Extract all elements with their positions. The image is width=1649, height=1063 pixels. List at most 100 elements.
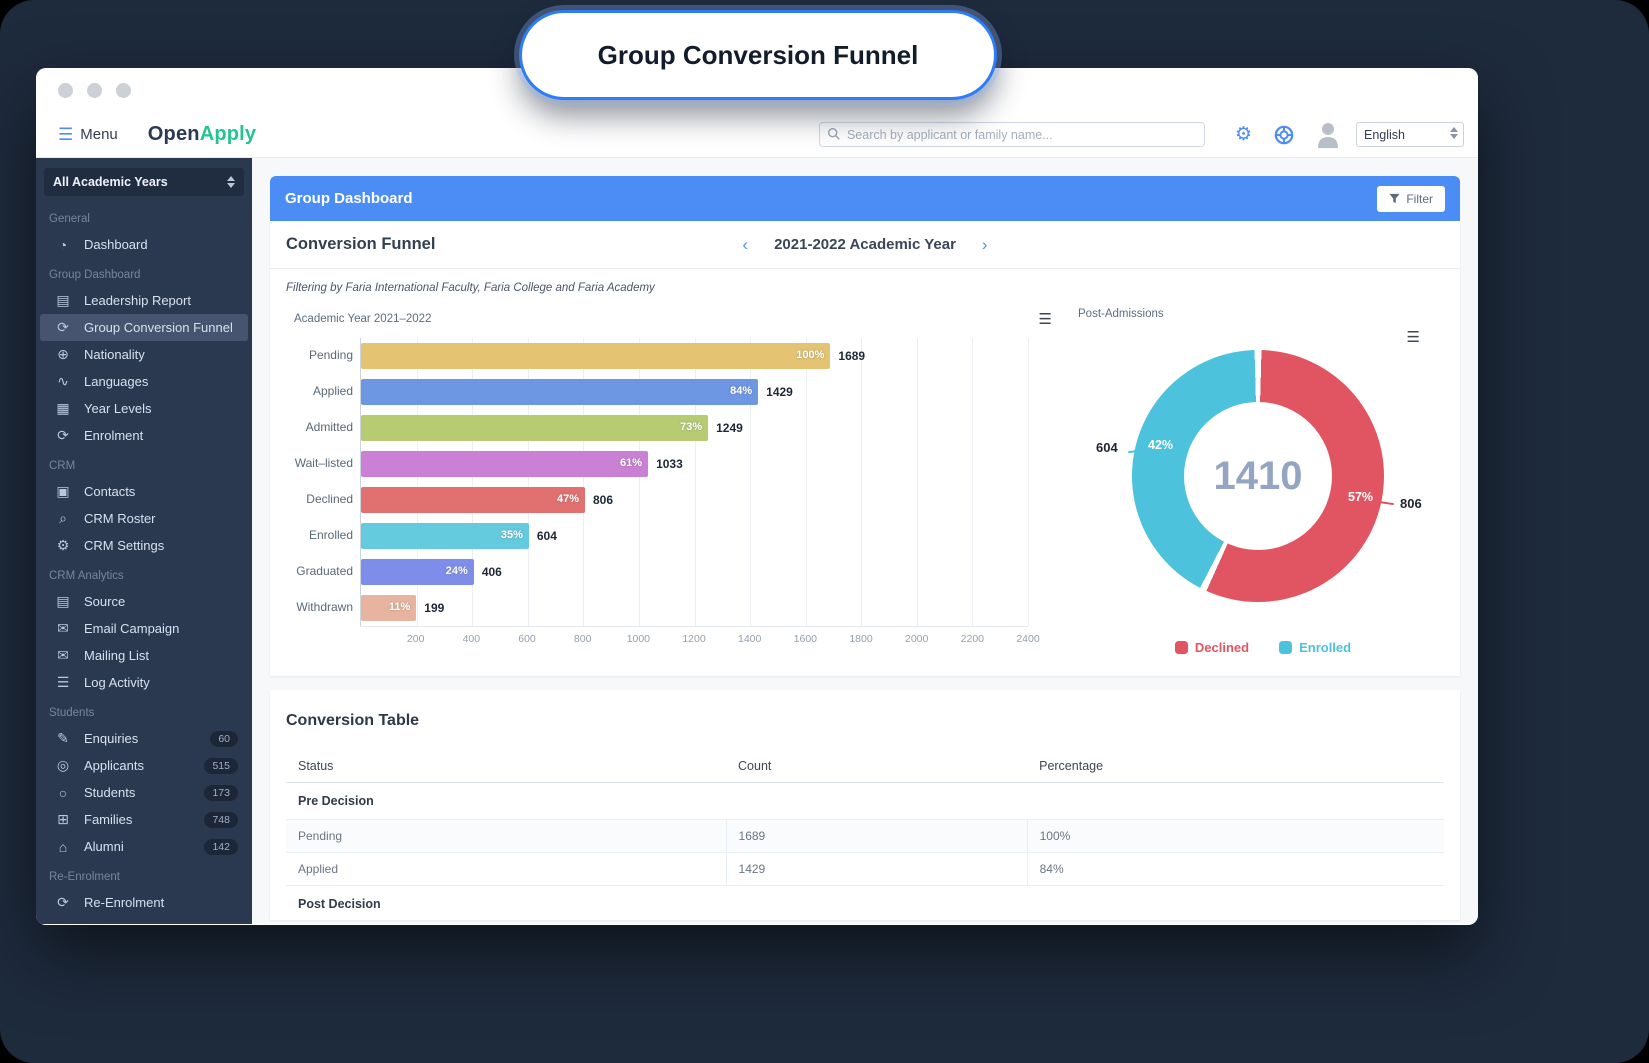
bar-percent-label: 47%: [556, 493, 579, 505]
enrolled-percent-label: 42%: [1148, 438, 1174, 452]
gridline: [972, 338, 974, 626]
legend-item-enrolled[interactable]: Enrolled: [1279, 640, 1351, 655]
sidebar-item-languages[interactable]: ∿ Languages: [40, 368, 248, 395]
bar-value-label: 199: [424, 601, 445, 615]
window-close-button[interactable]: [58, 82, 73, 98]
sidebar-item-label: Enquiries: [84, 731, 139, 746]
people-icon: ⊞: [57, 811, 69, 827]
donut-ring[interactable]: 1410: [1132, 350, 1384, 602]
floating-title-pill: Group Conversion Funnel: [519, 10, 997, 100]
declined-count-label: 806: [1400, 496, 1422, 511]
prev-year-chevron-icon[interactable]: ‹: [742, 235, 749, 254]
sidebar-item-label: Mailing List: [84, 648, 150, 663]
bar-segment[interactable]: 47%: [361, 487, 585, 513]
enrolled-count-label: 604: [1096, 440, 1118, 455]
sidebar-item-enquiries[interactable]: ✎ Enquiries 60: [40, 725, 248, 752]
menu-button[interactable]: ☰ Menu: [58, 126, 118, 143]
sidebar-item-label: Enrolment: [84, 428, 144, 443]
bar-segment[interactable]: 100%: [361, 343, 831, 369]
bar-x-axis: 200 400 600 800 1000 1200 1400 1600 1800 2000 2200…: [360, 626, 1040, 648]
column-header-status[interactable]: Status: [286, 750, 727, 783]
main-content: Group Dashboard Filter Conversion Funnel…: [252, 158, 1478, 924]
sidebar-item-log-activity[interactable]: ☰ Log Activity: [40, 669, 248, 696]
sidebar-item-dashboard[interactable]: ◔ Dashboard: [40, 231, 248, 258]
donut-chart-title: Post-Admissions: [1078, 308, 1164, 320]
user-avatar[interactable]: [1316, 121, 1340, 148]
gridline: [638, 338, 640, 626]
chart-menu-icon[interactable]: ☰: [1038, 310, 1052, 328]
bar-value-label: 1689: [838, 349, 866, 363]
bar-value-label: 406: [481, 565, 502, 579]
sidebar-item-year-levels[interactable]: ▦ Year Levels: [40, 395, 248, 422]
search-icon: [827, 127, 840, 140]
select-spinner-icon: [1450, 127, 1458, 139]
table-cell: Pending: [286, 819, 727, 853]
bar-row-enrolled: Enrolled 35% 604: [309, 518, 1028, 554]
window-minimize-button[interactable]: [87, 82, 102, 98]
bar-category-label: Wait–listed: [294, 456, 353, 470]
sidebar-item-families[interactable]: ⊞ Families 748: [40, 806, 248, 833]
sidebar-item-label: Re-Enrolment: [84, 895, 165, 910]
sidebar-item-label: Students: [84, 785, 136, 800]
bar-segment[interactable]: 73%: [361, 415, 709, 441]
sidebar-item-leadership-report[interactable]: ▤ Leadership Report: [40, 287, 248, 314]
gridline: [750, 338, 752, 626]
sidebar-item-crm-settings[interactable]: ⚙ CRM Settings: [40, 532, 248, 559]
sidebar-item-re-enrolment[interactable]: ⟳ Re-Enrolment: [40, 889, 248, 916]
openapply-logo[interactable]: OpenApply: [148, 123, 256, 146]
bar-segment[interactable]: 84%: [361, 379, 759, 405]
sidebar-section-label: CRM Analytics: [49, 570, 124, 582]
menu-label: Menu: [80, 126, 118, 143]
sidebar-item-group-conversion-funnel[interactable]: ⟳ Group Conversion Funnel: [40, 314, 248, 341]
column-header-count[interactable]: Count: [726, 750, 1028, 783]
gridline: [527, 338, 529, 626]
help-support-icon[interactable]: [1274, 125, 1294, 145]
sidebar-item-enrolment[interactable]: ⟳ Enrolment: [40, 422, 248, 449]
search-input[interactable]: [818, 122, 1205, 147]
settings-gear-icon[interactable]: ⚙: [1234, 124, 1252, 145]
chart-menu-icon[interactable]: ☰: [1406, 329, 1420, 346]
sidebar-item-alumni[interactable]: ⌂ Alumni 142: [40, 833, 248, 860]
bar-row-withdrawn: Withdrawn 11% 199: [296, 590, 1028, 626]
x-axis-tick: 2000: [904, 633, 929, 645]
bar-segment[interactable]: 61%: [361, 451, 649, 477]
page-title: Group Conversion Funnel: [597, 39, 919, 70]
table-header-row: Status Count Percentage: [286, 750, 1444, 783]
x-axis-tick: 800: [573, 633, 592, 645]
declined-percent-label: 57%: [1348, 490, 1374, 504]
envelope-icon: ✉: [57, 647, 69, 663]
table-group-row: Post Decision: [286, 886, 1444, 923]
sidebar-item-mailing-list[interactable]: ✉ Mailing List: [40, 642, 248, 669]
sidebar-item-crm-roster[interactable]: ⌕ CRM Roster: [40, 505, 248, 532]
sidebar-item-contacts[interactable]: ▣ Contacts: [40, 478, 248, 505]
legend-item-declined[interactable]: Declined: [1174, 640, 1249, 655]
table-group-row: Pre Decision: [286, 783, 1444, 820]
academic-year-selector[interactable]: All Academic Years: [44, 168, 244, 196]
filter-button[interactable]: Filter: [1377, 185, 1445, 212]
year-navigation: ‹ 2021-2022 Academic Year ›: [742, 236, 987, 253]
column-header-percentage[interactable]: Percentage: [1027, 750, 1444, 783]
sidebar-item-label: Alumni: [84, 839, 124, 854]
language-select[interactable]: English: [1356, 122, 1464, 147]
sidebar-item-email-campaign[interactable]: ✉ Email Campaign: [40, 615, 248, 642]
conversion-table-card: Conversion Table Status Count Percentage P…: [270, 690, 1460, 920]
bar-category-label: Withdrawn: [296, 600, 353, 614]
bar-segment[interactable]: 35%: [361, 523, 529, 549]
pencil-icon: ✎: [57, 730, 69, 746]
sidebar-item-students[interactable]: ○ Students 173: [40, 779, 248, 806]
funnel-bar-chart: Academic Year 2021–2022 ☰ Pending 100% 168…: [284, 308, 1056, 670]
report-icon: ▤: [56, 292, 70, 308]
next-year-chevron-icon[interactable]: ›: [981, 235, 988, 254]
donut-legend: Declined Enrolled: [1072, 640, 1454, 655]
app-topbar: ☰ Menu OpenApply ⚙: [36, 112, 1478, 158]
bar-segment[interactable]: 11%: [361, 595, 417, 621]
sidebar-item-source[interactable]: ▤ Source: [40, 588, 248, 615]
sidebar-item-nationality[interactable]: ⊕ Nationality: [40, 341, 248, 368]
x-axis-tick: 600: [518, 633, 536, 645]
bar-segment[interactable]: 24%: [361, 559, 474, 585]
window-zoom-button[interactable]: [116, 82, 131, 98]
conversion-table: Status Count Percentage Pre Decision Pendin…: [286, 750, 1444, 922]
sidebar-item-applicants[interactable]: ◎ Applicants 515: [40, 752, 248, 779]
sidebar-item-label: Applicants: [84, 758, 144, 773]
sidebar-item-label: Contacts: [84, 484, 136, 499]
